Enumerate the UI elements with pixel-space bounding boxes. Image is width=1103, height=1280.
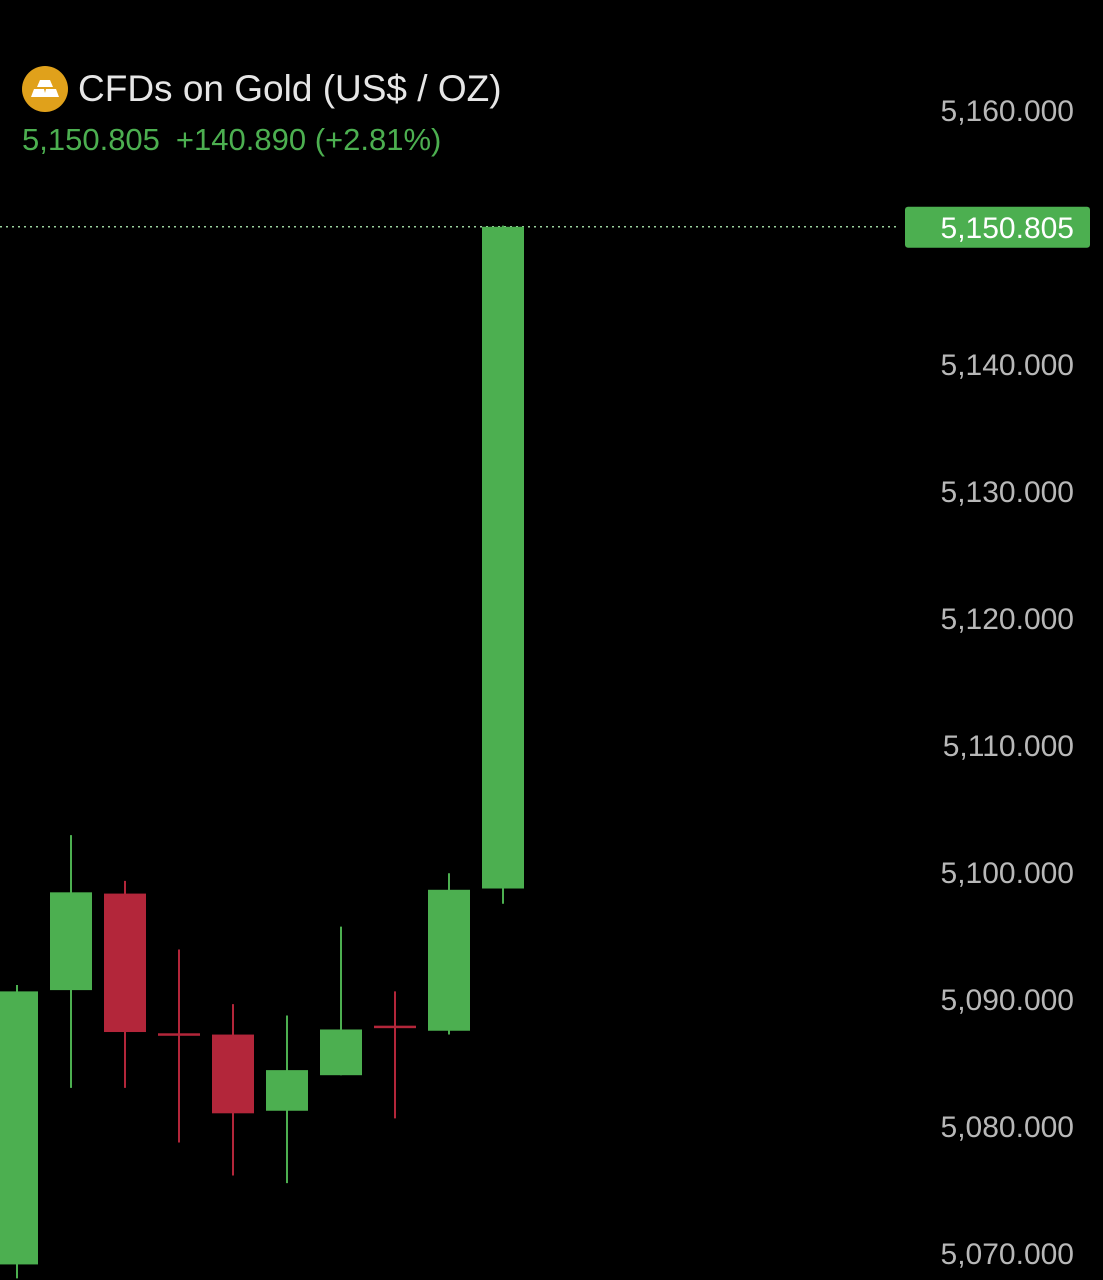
- y-tick-label: 5,120.000: [941, 603, 1074, 636]
- candle-body: [266, 1070, 308, 1111]
- last-price: 5,150.805: [22, 122, 160, 157]
- candle-body: [104, 893, 146, 1033]
- candle-body: [50, 892, 92, 991]
- y-tick-label: 5,140.000: [941, 349, 1074, 382]
- candle-body: [428, 889, 470, 1031]
- last-price-badge: [905, 206, 1090, 248]
- y-tick-label: 5,090.000: [941, 984, 1074, 1017]
- candle-body: [320, 1029, 362, 1076]
- symbol-title: CFDs on Gold (US$ / OZ): [78, 68, 502, 109]
- y-tick-label: 5,070.000: [941, 1238, 1074, 1271]
- last-price-badge-label: 5,150.805: [941, 212, 1074, 245]
- y-tick-label: 5,080.000: [941, 1111, 1074, 1144]
- symbol-header: CFDs on Gold (US$ / OZ) 5,150.805 +140.8…: [22, 66, 502, 158]
- y-tick-label: 5,110.000: [943, 730, 1074, 763]
- candle-body: [212, 1034, 254, 1114]
- candle-body: [374, 1025, 416, 1029]
- y-tick-label: 5,100.000: [941, 857, 1074, 890]
- candle-body: [158, 1033, 200, 1036]
- candle-body: [482, 226, 524, 889]
- gold-bars-icon: [22, 66, 68, 112]
- candle-body: [0, 991, 38, 1265]
- y-tick-label: 5,160.000: [941, 95, 1074, 128]
- price-change: +140.890 (+2.81%): [175, 122, 442, 157]
- y-tick-label: 5,130.000: [941, 476, 1074, 509]
